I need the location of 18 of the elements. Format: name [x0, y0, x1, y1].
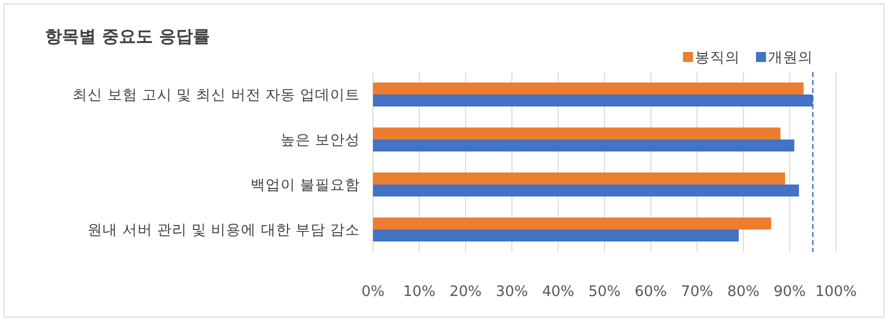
legend-label: 개원의 — [768, 50, 813, 66]
x-tick-label: 10% — [403, 284, 436, 300]
x-tick-label: 40% — [542, 284, 574, 300]
x-tick-label: 70% — [680, 284, 714, 300]
x-tick-label: 80% — [727, 284, 760, 300]
y-tick-label: 백업이 불필요함 — [250, 178, 360, 194]
x-tick-label: 100% — [815, 284, 857, 300]
y-tick-label: 원내 서버 관리 및 비용에 대한 부담 감소 — [88, 222, 360, 238]
legend-label: 봉직의 — [695, 50, 740, 66]
x-tick-label: 0% — [361, 284, 385, 300]
x-tick-label: 50% — [588, 284, 621, 300]
text: 항목별 중요도 응답률 — [45, 27, 210, 47]
x-tick-label: 20% — [449, 284, 482, 300]
y-tick-label: 높은 보안성 — [280, 132, 360, 148]
y-tick-label: 최신 보험 고시 및 최신 버전 자동 업데이트 — [72, 88, 360, 104]
x-tick-label: 90% — [774, 284, 806, 300]
x-tick-label: 30% — [496, 284, 528, 300]
x-tick-label: 60% — [634, 284, 667, 300]
